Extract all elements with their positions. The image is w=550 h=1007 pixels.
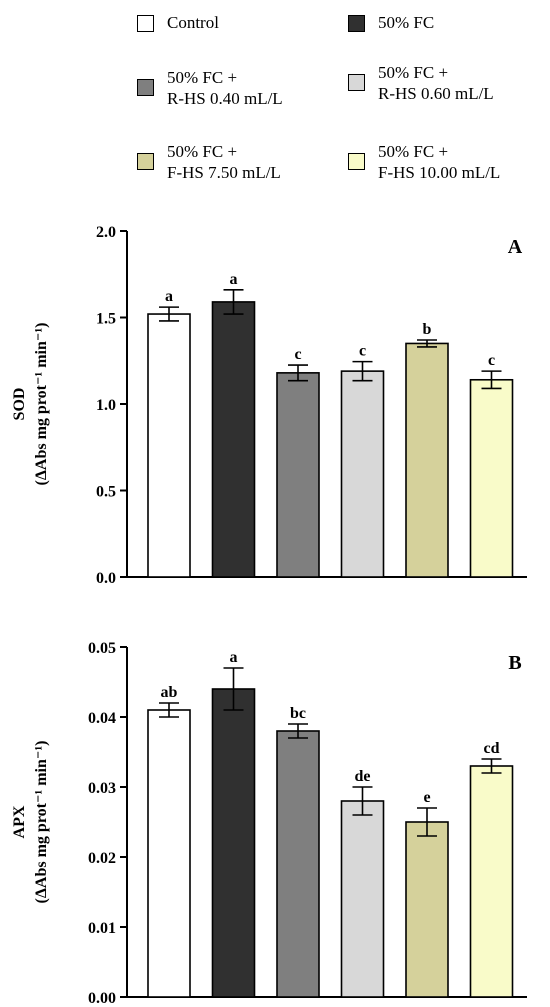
y-tick-label: 0.04 bbox=[88, 710, 116, 727]
bar bbox=[211, 688, 256, 998]
significance-letter: de bbox=[355, 768, 371, 785]
legend-swatch bbox=[137, 15, 154, 32]
legend-swatch bbox=[137, 153, 154, 170]
bar bbox=[276, 372, 320, 578]
y-tick-label: 0.01 bbox=[88, 920, 116, 937]
legend-item-fhs-750: 50% FC + F-HS 7.50 mL/L bbox=[137, 141, 281, 183]
bar bbox=[147, 709, 191, 998]
legend-label: 50% FC + R-HS 0.40 mL/L bbox=[167, 68, 283, 108]
legend-label: 50% FC + F-HS 10.00 mL/L bbox=[378, 142, 501, 182]
significance-letter: bc bbox=[290, 705, 306, 722]
apx-chart: 0.00 0.01 0.02 0.03 0.04 0.05 APX (ΔAbs mg prot… bbox=[11, 640, 527, 1007]
legend-swatch bbox=[137, 79, 154, 96]
legend-label: 50% FC + R-HS 0.60 mL/L bbox=[378, 63, 494, 103]
y-tick-label: 2.0 bbox=[96, 224, 116, 241]
legend-label: 50% FC bbox=[378, 13, 435, 32]
significance-letter: c bbox=[488, 352, 495, 369]
y-tick-label: 0.02 bbox=[88, 850, 116, 867]
bar bbox=[405, 821, 449, 998]
bar bbox=[147, 313, 191, 578]
bar bbox=[340, 370, 385, 578]
y-axis-label: SOD bbox=[11, 388, 28, 421]
y-tick-label: 0.00 bbox=[88, 990, 116, 1007]
bar bbox=[276, 730, 320, 998]
legend-item-fhs-1000: 50% FC + F-HS 10.00 mL/L bbox=[348, 141, 500, 183]
significance-letter: cd bbox=[484, 740, 500, 757]
panel-label: A bbox=[508, 236, 523, 258]
panel-label: B bbox=[508, 652, 521, 674]
significance-letter: e bbox=[423, 789, 430, 806]
y-tick-label: 0.03 bbox=[88, 780, 116, 797]
significance-letter: c bbox=[294, 346, 301, 363]
legend-item-rhs-060: 50% FC + R-HS 0.60 mL/L bbox=[348, 62, 494, 104]
y-tick-label: 0.05 bbox=[88, 640, 116, 657]
significance-letter: c bbox=[359, 343, 366, 360]
y-tick-label: 1.5 bbox=[96, 311, 116, 328]
y-axis-unit-label: (ΔAbs mg prot⁻¹ min⁻¹) bbox=[33, 323, 50, 486]
legend: Control 50% FC 50% FC + R-HS 0.40 mL/L 5… bbox=[0, 0, 550, 200]
y-axis-unit-label: (ΔAbs mg prot⁻¹ min⁻¹) bbox=[33, 741, 50, 904]
sod-chart: 0.0 0.5 1.0 1.5 2.0 SOD (ΔAbs mg prot⁻¹ min⁻¹)… bbox=[11, 224, 527, 587]
y-tick-label: 1.0 bbox=[96, 397, 116, 414]
significance-letter: a bbox=[230, 271, 238, 288]
bar bbox=[469, 378, 514, 578]
y-tick-label: 0.0 bbox=[96, 570, 116, 587]
legend-label: 50% FC + F-HS 7.50 mL/L bbox=[167, 142, 281, 182]
legend-item-rhs-040: 50% FC + R-HS 0.40 mL/L bbox=[137, 67, 283, 109]
legend-label: Control bbox=[167, 13, 219, 32]
significance-letter: b bbox=[423, 321, 432, 338]
bar bbox=[405, 342, 449, 578]
bar bbox=[211, 301, 256, 578]
y-tick-label: 0.5 bbox=[96, 484, 116, 501]
significance-letter: a bbox=[230, 649, 238, 666]
significance-letter: ab bbox=[161, 684, 178, 701]
significance-letter: a bbox=[165, 288, 173, 305]
legend-swatch bbox=[348, 15, 365, 32]
legend-swatch bbox=[348, 74, 365, 91]
y-axis-label: APX bbox=[11, 805, 28, 838]
bar bbox=[340, 800, 385, 998]
legend-item-control: Control bbox=[137, 12, 219, 33]
bar bbox=[469, 765, 514, 998]
legend-swatch bbox=[348, 153, 365, 170]
legend-item-50fc: 50% FC bbox=[348, 12, 434, 33]
